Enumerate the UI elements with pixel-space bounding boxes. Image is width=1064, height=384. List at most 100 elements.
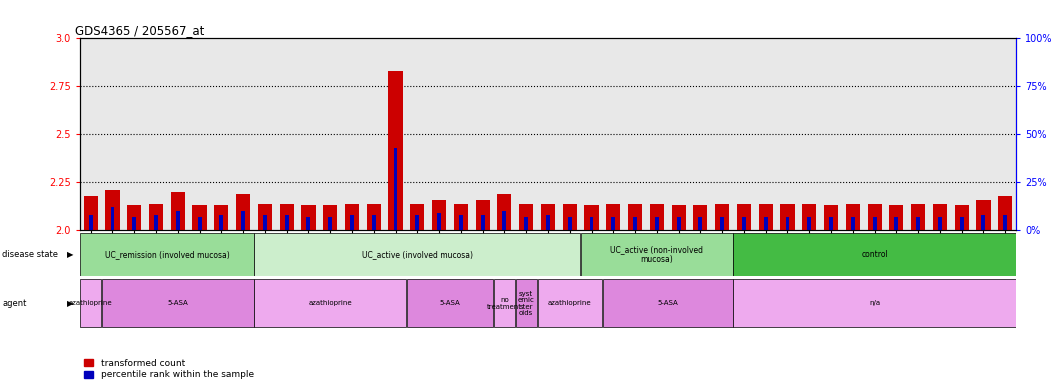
Bar [851,217,854,230]
Bar [698,217,702,230]
Bar [242,211,245,230]
Bar [563,204,577,230]
Bar [459,215,463,230]
Bar [872,217,877,230]
Bar [537,280,602,327]
Text: azathioprine: azathioprine [69,300,113,306]
Bar [954,205,968,230]
Bar [149,204,163,230]
Bar [437,213,442,230]
Bar [759,204,772,230]
Bar [497,194,512,230]
Bar [977,200,991,230]
Bar [502,211,506,230]
Bar [525,217,528,230]
Bar [323,205,337,230]
Bar [329,217,332,230]
Bar [263,215,267,230]
Bar [306,217,311,230]
Bar [388,71,402,230]
Bar [911,204,926,230]
Bar [650,204,664,230]
Bar [80,233,253,276]
Bar [285,215,288,230]
Bar [111,207,115,230]
Bar [933,204,947,230]
Bar [176,211,180,230]
Bar [257,204,272,230]
Bar [406,280,493,327]
Text: UC_active (non-involved
mucosa): UC_active (non-involved mucosa) [611,245,703,264]
Bar [802,204,816,230]
Bar [589,217,594,230]
Bar [1003,215,1008,230]
Text: azathioprine: azathioprine [309,300,352,306]
Text: azathioprine: azathioprine [548,300,592,306]
Bar [581,233,733,276]
Bar [198,217,201,230]
Bar [998,196,1012,230]
Bar [154,215,157,230]
Bar [371,215,376,230]
Bar [345,204,359,230]
Bar [432,200,446,230]
Bar [254,233,580,276]
Bar [737,204,751,230]
Bar [394,148,398,230]
Bar [519,204,533,230]
Bar [671,205,685,230]
Bar [219,215,223,230]
Bar [102,280,253,327]
Bar [214,205,229,230]
Bar [720,217,725,230]
Bar [960,217,964,230]
Bar [916,217,920,230]
Bar [476,200,489,230]
Bar [453,204,468,230]
Text: UC_remission (involved mucosa): UC_remission (involved mucosa) [104,250,229,259]
Bar [280,204,294,230]
Bar [895,217,898,230]
Bar [628,204,643,230]
Bar [603,280,733,327]
Bar [694,205,708,230]
Text: ▶: ▶ [67,250,73,259]
Bar [301,205,316,230]
Text: control: control [861,250,888,259]
Bar [764,217,767,230]
Text: 5-ASA: 5-ASA [658,300,678,306]
Text: 5-ASA: 5-ASA [167,300,188,306]
Bar [367,204,381,230]
Bar [80,280,101,327]
Bar [541,204,555,230]
Text: GDS4365 / 205567_at: GDS4365 / 205567_at [76,24,204,37]
Text: UC_active (involved mucosa): UC_active (involved mucosa) [362,250,472,259]
Bar [654,217,659,230]
Bar [132,217,136,230]
Bar [350,215,354,230]
Bar [981,215,985,230]
Text: ▶: ▶ [67,299,73,308]
Text: no
treatment: no treatment [487,297,522,310]
Bar [867,204,882,230]
Bar [677,217,681,230]
Legend: transformed count, percentile rank within the sample: transformed count, percentile rank withi… [84,359,253,379]
Bar [824,205,838,230]
Bar [236,194,250,230]
Bar [890,205,903,230]
Bar [938,217,942,230]
Bar [546,215,550,230]
Bar [742,217,746,230]
Bar [170,192,185,230]
Bar [715,204,729,230]
Bar [808,217,811,230]
Bar [568,217,571,230]
Bar [88,215,93,230]
Bar [494,280,515,327]
Bar [84,196,98,230]
Text: agent: agent [2,299,27,308]
Text: 5-ASA: 5-ASA [439,300,461,306]
Bar [606,204,620,230]
Bar [612,217,615,230]
Bar [481,215,484,230]
